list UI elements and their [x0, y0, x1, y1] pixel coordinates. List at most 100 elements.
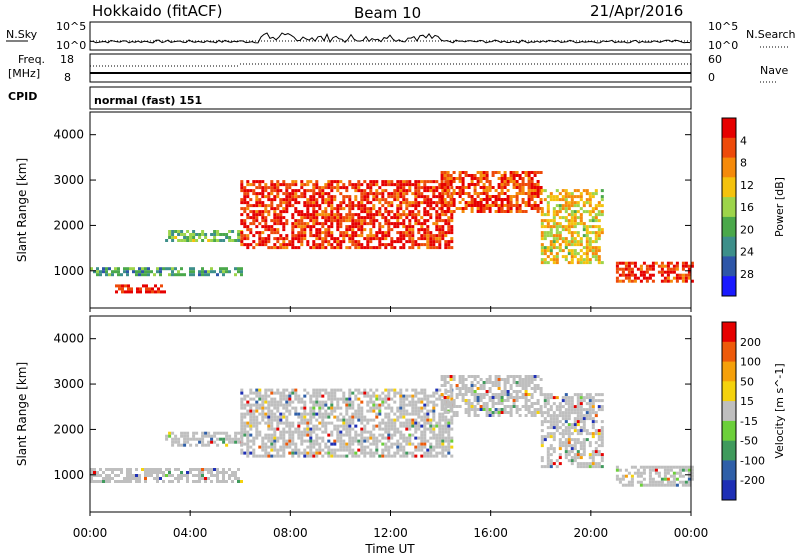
echo-cell — [273, 433, 277, 437]
echo-cell — [333, 409, 337, 413]
echo-cell — [399, 391, 403, 395]
echo-cell — [567, 240, 571, 244]
echo-cell — [438, 430, 442, 434]
echo-cell — [467, 192, 471, 195]
echo-cell — [201, 434, 205, 438]
echo-cell — [384, 216, 388, 220]
echo-cell — [333, 198, 337, 202]
echo-cell — [485, 198, 489, 201]
echo-cell — [417, 409, 421, 413]
echo-cell — [207, 440, 211, 444]
echo-cell — [467, 387, 471, 390]
echo-cell — [405, 454, 409, 458]
echo-cell — [423, 442, 427, 446]
x-tick-label: 16:00 — [473, 526, 508, 540]
echo-cell — [315, 400, 319, 404]
echo-cell — [174, 477, 177, 480]
echo-cell — [384, 397, 388, 401]
echo-cell — [369, 210, 373, 214]
echo-cell — [467, 183, 471, 186]
echo-cell — [509, 405, 513, 408]
echo-cell — [414, 222, 418, 226]
echo-cell — [366, 207, 370, 211]
echo-cell — [564, 201, 568, 205]
echo-cell — [488, 387, 492, 390]
echo-cell — [372, 216, 376, 220]
echo-cell — [303, 213, 307, 217]
echo-cell — [420, 445, 424, 449]
echo-cell — [440, 207, 444, 210]
echo-cell — [315, 454, 319, 458]
echo-cell — [600, 213, 604, 217]
echo-cell — [276, 427, 280, 431]
echo-cell — [318, 451, 322, 455]
echo-cell — [354, 246, 358, 250]
echo-cell — [564, 219, 568, 223]
echo-cell — [485, 408, 489, 411]
echo-cell — [222, 267, 225, 271]
echo-cell — [207, 273, 210, 277]
echo-cell — [420, 243, 424, 247]
echo-cell — [438, 186, 442, 190]
echo-cell — [488, 399, 492, 402]
echo-cell — [639, 264, 643, 268]
echo-cell — [564, 216, 568, 220]
echo-cell — [318, 186, 322, 190]
echo-cell — [387, 234, 391, 238]
echo-cell — [399, 216, 403, 220]
echo-cell — [464, 378, 468, 381]
echo-cell — [564, 450, 568, 454]
echo-cell — [333, 448, 337, 452]
echo-cell — [249, 216, 253, 220]
echo-cell — [438, 433, 442, 437]
echo-cell — [503, 408, 507, 411]
echo-cell — [435, 186, 439, 190]
echo-cell — [443, 384, 447, 387]
echo-cell — [450, 246, 454, 250]
echo-cell — [387, 213, 391, 217]
echo-cell — [252, 436, 256, 440]
echo-cell — [375, 210, 379, 214]
echo-cell — [585, 432, 589, 436]
echo-cell — [375, 183, 379, 187]
echo-cell — [579, 429, 583, 433]
echo-cell — [126, 480, 129, 483]
echo-cell — [405, 439, 409, 443]
echo-cell — [252, 219, 256, 223]
echo-cell — [246, 451, 250, 455]
echo-cell — [573, 201, 577, 205]
echo-cell — [515, 183, 519, 186]
echo-cell — [387, 433, 391, 437]
echo-cell — [506, 198, 510, 201]
echo-cell — [546, 210, 550, 214]
echo-cell — [180, 239, 184, 242]
echo-cell — [303, 448, 307, 452]
echo-cell — [237, 236, 241, 239]
echo-cell — [666, 264, 670, 268]
echo-cell — [267, 186, 271, 190]
echo-cell — [342, 231, 346, 235]
echo-cell — [464, 384, 468, 387]
echo-cell — [270, 228, 274, 232]
echo-cell — [282, 225, 286, 229]
echo-cell — [399, 445, 403, 449]
echo-cell — [396, 240, 400, 244]
echo-cell — [324, 427, 328, 431]
echo-cell — [588, 246, 592, 250]
echo-cell — [390, 406, 394, 410]
echo-cell — [426, 186, 430, 190]
echo-cell — [366, 246, 370, 250]
echo-cell — [279, 412, 283, 416]
echo-cell — [518, 375, 522, 378]
echo-cell — [527, 171, 531, 174]
echo-cell — [294, 442, 298, 446]
echo-cell — [315, 228, 319, 232]
echo-cell — [482, 210, 486, 213]
echo-cell — [321, 388, 325, 392]
echo-cell — [573, 438, 577, 442]
echo-cell — [390, 388, 394, 392]
echo-cell — [452, 411, 456, 414]
echo-cell — [533, 192, 537, 195]
echo-cell — [447, 445, 451, 449]
echo-cell — [449, 402, 453, 405]
